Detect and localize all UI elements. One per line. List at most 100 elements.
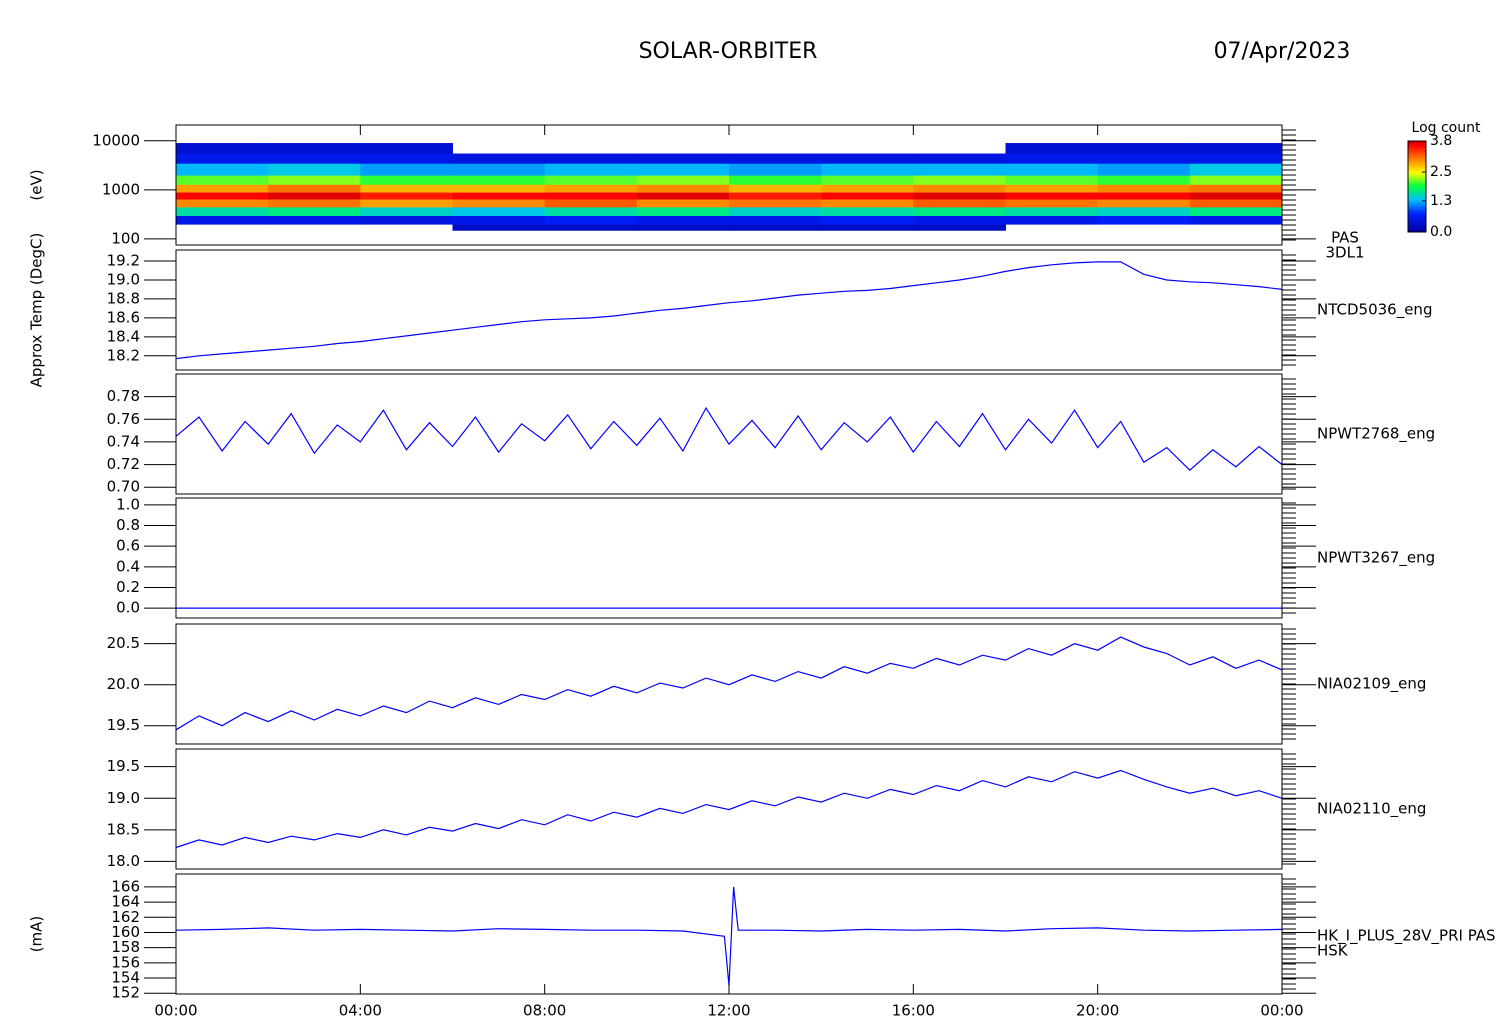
colorbar-segment xyxy=(1408,175,1426,178)
heatmap-cell xyxy=(913,224,1006,231)
heatmap-cell xyxy=(544,224,638,231)
heatmap-cell xyxy=(1097,153,1191,164)
heatmap-cell xyxy=(636,224,730,231)
heatmap-cell xyxy=(268,163,361,176)
colorbar-segment xyxy=(1408,216,1426,219)
heatmap-cell xyxy=(1005,153,1099,164)
panel: 0.70 0.72 0.74 0.76 0.78 NPWT2768_eng xyxy=(107,373,1435,496)
heatmap-cell xyxy=(821,184,914,193)
heatmap-cell xyxy=(360,184,453,193)
heatmap-cell xyxy=(1097,184,1191,193)
panel: 18.218.418.618.819.019.2 NTCD5036_eng Appr… xyxy=(28,233,1433,388)
y-tick-label: 166 xyxy=(111,877,140,895)
y-tick-label: 0.6 xyxy=(116,537,140,555)
colorbar-segment xyxy=(1408,229,1426,233)
colorbar-segment xyxy=(1408,145,1426,149)
heatmap-cell xyxy=(452,224,546,231)
y-tick-label: 20.5 xyxy=(107,634,140,652)
panel-label: NPWT2768_eng xyxy=(1317,425,1435,444)
heatmap-cell xyxy=(913,215,1006,225)
colorbar-segment xyxy=(1408,188,1426,192)
colorbar-frame xyxy=(1407,140,1427,233)
colorbar-segment xyxy=(1408,154,1426,158)
heatmap-cell xyxy=(1005,215,1099,225)
heatmap-cell xyxy=(1189,184,1283,193)
heatmap-cell xyxy=(1005,206,1099,216)
y-tick-label: 160 xyxy=(111,923,140,941)
data-line xyxy=(175,261,1283,360)
y-tick-label: 0.70 xyxy=(107,478,140,496)
colorbar-segment xyxy=(1408,179,1426,183)
panel-label: NTCD5036_eng xyxy=(1317,301,1432,320)
heatmap-cell xyxy=(544,175,638,185)
data-line xyxy=(175,886,1283,986)
colorbar-segment xyxy=(1408,213,1426,217)
y-tick-label: 100 xyxy=(111,229,140,247)
heatmap-cell xyxy=(176,199,269,208)
heatmap-cell xyxy=(729,175,822,185)
heatmap-cell xyxy=(729,224,822,231)
heatmap-cell xyxy=(821,153,914,164)
heatmap-cell xyxy=(1189,175,1283,185)
heatmap-cell xyxy=(176,184,269,193)
y-axis-label: Approx Temp (DegC) xyxy=(28,233,46,388)
heatmap-cell xyxy=(913,206,1006,216)
heatmap-cell xyxy=(360,175,453,185)
heatmap-cell xyxy=(729,215,822,225)
heatmap-cell xyxy=(821,215,914,225)
heatmap-cell xyxy=(636,153,730,164)
data-line xyxy=(175,769,1283,849)
heatmap-cell xyxy=(1005,199,1099,208)
y-tick-label: 0.74 xyxy=(107,432,140,450)
x-tick-label: 00:00 xyxy=(154,1002,197,1020)
colorbar-segment xyxy=(1408,172,1426,176)
heatmap-cell xyxy=(360,143,453,155)
chart-title: SOLAR-ORBITER xyxy=(639,39,818,64)
heatmap-cell xyxy=(452,184,546,193)
colorbar-tick-label: 0.0 xyxy=(1430,224,1452,240)
colorbar-segment xyxy=(1408,143,1426,147)
colorbar-tick-label: 1.3 xyxy=(1430,193,1452,209)
y-tick-label: 18.2 xyxy=(107,346,140,364)
heatmap-cell xyxy=(268,175,361,185)
heatmap-cell xyxy=(1097,192,1191,200)
heatmap-cell xyxy=(360,163,453,176)
heatmap-cell xyxy=(821,192,914,200)
heatmap-cell xyxy=(544,163,638,176)
panel-label: HK_I_PLUS_28V_PRI PAS xyxy=(1317,927,1496,946)
data-line xyxy=(175,636,1283,731)
y-tick-label: 10000 xyxy=(92,131,140,149)
colorbar-segment xyxy=(1408,150,1426,153)
panel-label: NIA02110_eng xyxy=(1317,800,1426,819)
colorbar-segment xyxy=(1408,177,1426,181)
panel: 19.5 20.0 20.5 NIA02109_eng xyxy=(107,623,1426,745)
heatmap-cell xyxy=(913,192,1006,200)
y-tick-label: 1.0 xyxy=(116,495,140,513)
y-tick-label: 18.8 xyxy=(107,289,140,307)
heatmap-cell xyxy=(1097,215,1191,225)
heatmap-cell xyxy=(1005,143,1099,155)
heatmap-cell xyxy=(452,215,546,225)
heatmap-cell xyxy=(729,184,822,193)
heatmap-cell xyxy=(729,206,822,216)
heatmap-cell xyxy=(636,184,730,193)
colorbar-segment xyxy=(1408,220,1426,224)
colorbar-segment xyxy=(1408,193,1426,197)
heatmap-cell xyxy=(821,206,914,216)
heatmap-cell xyxy=(176,215,269,225)
heatmap-cell xyxy=(176,192,269,200)
panel-label: NIA02109_eng xyxy=(1317,675,1426,694)
colorbar-segment xyxy=(1408,206,1426,210)
heatmap-cell xyxy=(268,184,361,193)
y-tick-label: 0.76 xyxy=(107,410,140,428)
heatmap-cell xyxy=(1189,153,1283,164)
heatmap-cell xyxy=(544,192,638,200)
heatmap-cell xyxy=(544,215,638,225)
heatmap-cell xyxy=(176,163,269,176)
heatmap-cell xyxy=(452,199,546,208)
heatmap-cell xyxy=(452,163,546,176)
chart-date: 07/Apr/2023 xyxy=(1214,39,1351,64)
y-tick-label: 19.5 xyxy=(107,757,140,775)
heatmap-cell xyxy=(1097,206,1191,216)
